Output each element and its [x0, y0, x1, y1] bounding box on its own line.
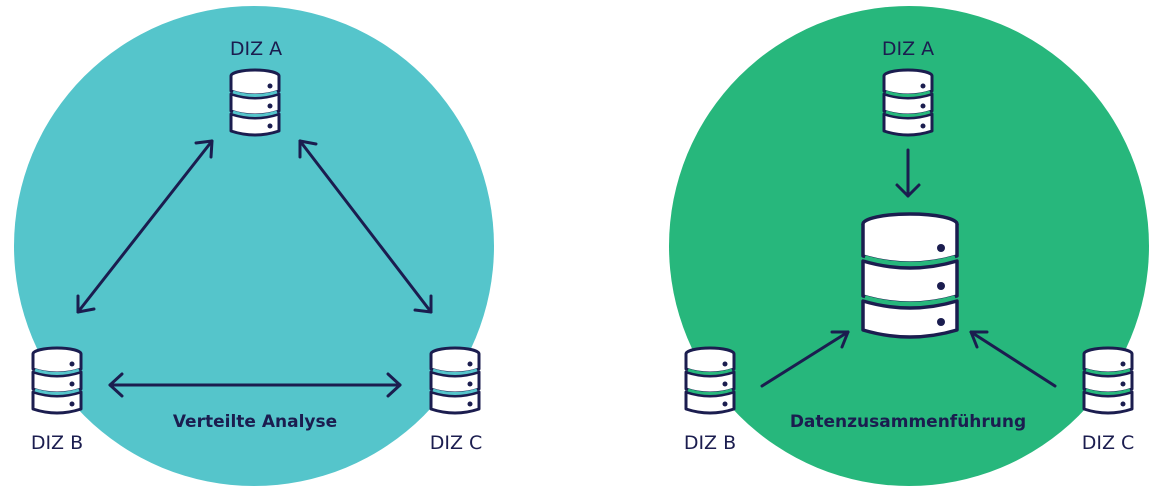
node-label-b-left: DIZ B — [31, 432, 83, 454]
database-icon-c-left — [429, 346, 481, 415]
database-icon-b-right — [684, 346, 736, 415]
arrow-a-b-head-bottom — [76, 294, 96, 314]
arrow-b-central-head — [830, 330, 850, 349]
central-database-icon — [861, 212, 959, 339]
node-label-a-right: DIZ A — [882, 38, 934, 60]
arrow-b-central — [760, 330, 850, 388]
data-consolidation-panel: DIZ A DIZ B DIZ C Datenzusammenführung — [669, 6, 1149, 486]
arrow-a-b — [76, 139, 214, 314]
node-label-c-right: DIZ C — [1082, 432, 1135, 454]
node-label-b-right: DIZ B — [684, 432, 736, 454]
arrow-a-c-head-bottom — [413, 294, 433, 314]
left-caption: Verteilte Analyse — [173, 412, 337, 432]
right-caption: Datenzusammenführung — [790, 412, 1026, 432]
database-icon-c-right — [1082, 346, 1134, 415]
left-background-circle — [14, 6, 494, 486]
arrow-c-central — [969, 330, 1057, 388]
arrow-b-c-head-right — [386, 372, 402, 398]
node-label-c-left: DIZ C — [430, 432, 483, 454]
arrow-a-central-head — [895, 183, 921, 198]
arrow-a-b-head-top — [194, 139, 214, 159]
arrow-a-c-head-top — [298, 139, 318, 159]
arrow-b-c-head-left — [108, 372, 124, 398]
database-icon-a-right — [882, 68, 934, 137]
node-label-a-left: DIZ A — [230, 38, 282, 60]
database-icon-a-left — [229, 68, 281, 137]
distributed-analysis-panel: DIZ A DIZ B DIZ C Verteilte Analyse — [14, 6, 494, 486]
arrow-c-central-head — [969, 330, 989, 349]
arrow-a-c — [298, 139, 433, 314]
database-icon-b-left — [31, 346, 83, 415]
